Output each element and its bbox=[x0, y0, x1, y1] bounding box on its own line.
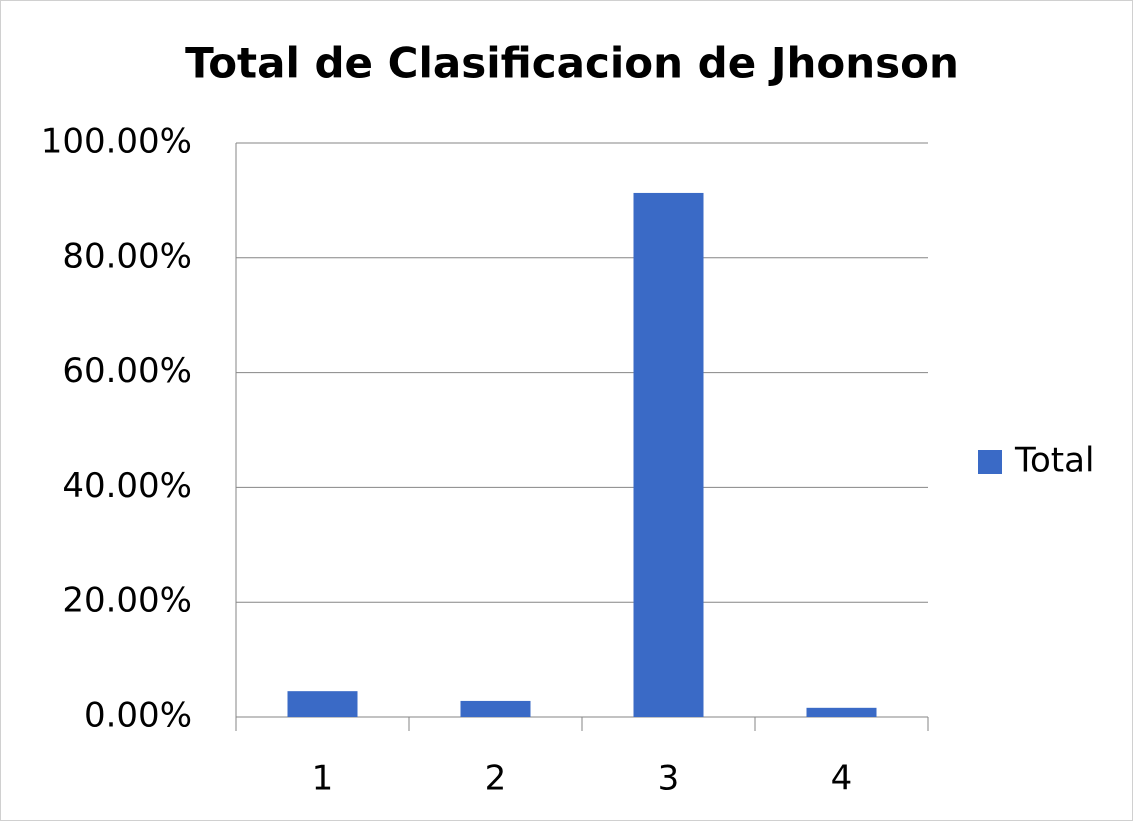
x-tick-label: 1 bbox=[312, 759, 334, 799]
y-tick-label: 40.00% bbox=[62, 466, 192, 506]
legend-label: Total bbox=[1014, 441, 1094, 481]
y-tick-label: 0.00% bbox=[84, 696, 192, 736]
x-tick-label: 2 bbox=[485, 759, 507, 799]
bar bbox=[806, 707, 877, 717]
bar bbox=[460, 700, 531, 717]
bar bbox=[633, 192, 704, 718]
y-tick-label: 100.00% bbox=[41, 122, 192, 162]
x-tick-label: 4 bbox=[831, 759, 853, 799]
legend-swatch bbox=[978, 450, 1002, 474]
y-tick-label: 80.00% bbox=[62, 236, 192, 276]
y-tick-label: 60.00% bbox=[62, 351, 192, 391]
bar bbox=[287, 691, 358, 717]
chart-title: Total de Clasificacion de Jhonson bbox=[185, 39, 959, 88]
x-tick-label: 3 bbox=[658, 759, 680, 799]
y-tick-label: 20.00% bbox=[62, 581, 192, 621]
